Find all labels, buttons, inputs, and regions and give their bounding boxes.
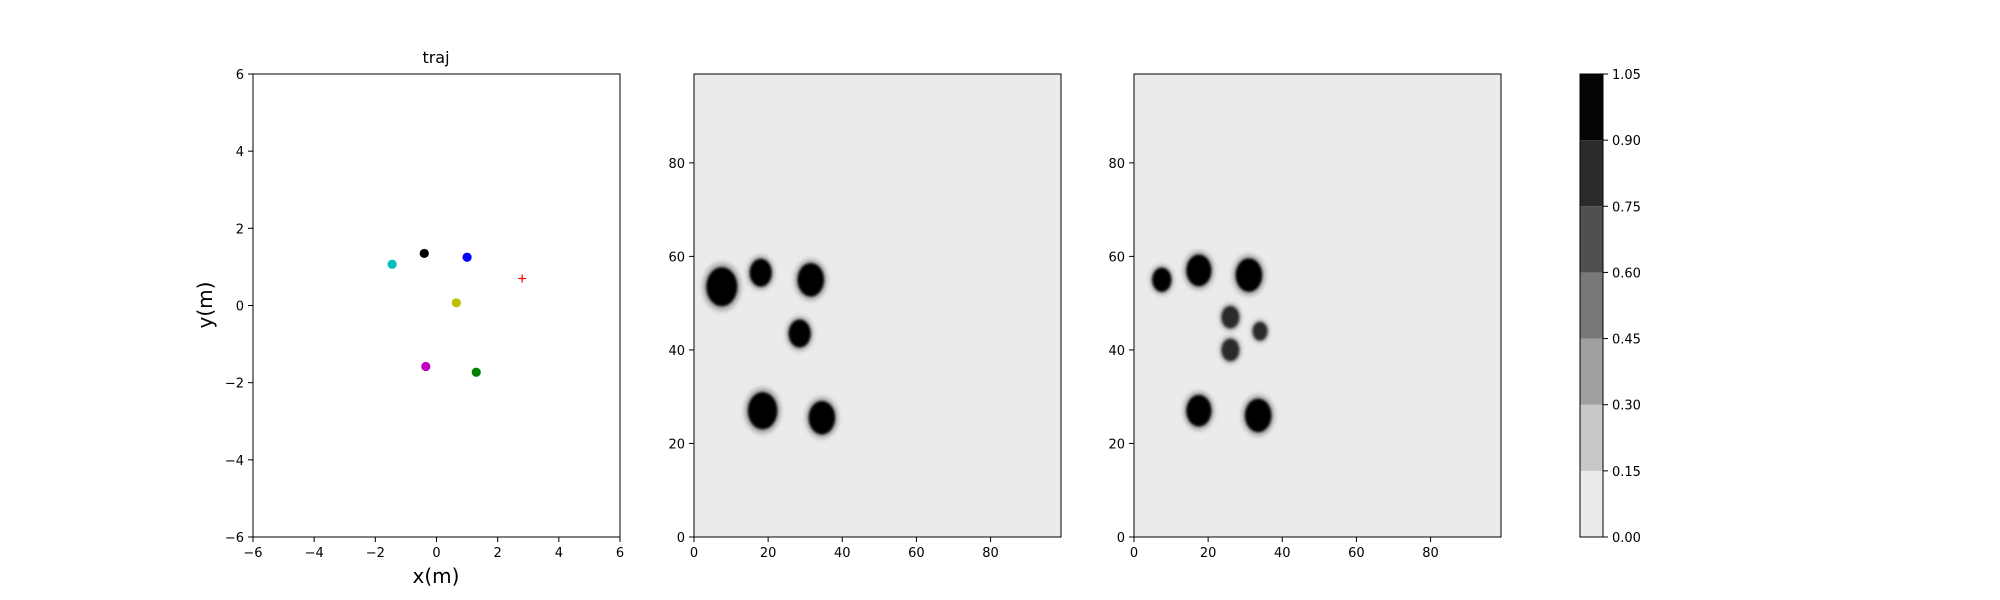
- x-tick-label: 80: [982, 546, 999, 561]
- colorbar-tick-label: 1.05: [1612, 68, 1641, 83]
- colorbar-band: [1580, 272, 1603, 339]
- heat-blob: [805, 396, 839, 439]
- y-tick-label: 6: [236, 68, 244, 83]
- y-tick-label: 0: [1117, 531, 1125, 546]
- y-tick-label: 0: [236, 300, 244, 315]
- agent-point: [471, 367, 481, 377]
- y-tick-label: −4: [225, 454, 244, 469]
- heat-blob: [746, 255, 775, 291]
- x-tick-label: −4: [305, 546, 324, 561]
- heatmap-2-blobs: [1149, 250, 1275, 437]
- colorbar-bands: [1580, 74, 1603, 537]
- x-tick-label: 20: [760, 546, 777, 561]
- heat-blob: [785, 316, 814, 352]
- colorbar-band: [1580, 140, 1603, 207]
- agent-point: [462, 252, 472, 262]
- x-tick-label: 0: [690, 546, 698, 561]
- x-tick-label: 60: [908, 546, 925, 561]
- heat-blob: [794, 258, 828, 301]
- x-tick-label: 0: [432, 546, 440, 561]
- y-tick-label: 60: [1108, 250, 1125, 265]
- heatmap-2-background: [1134, 74, 1501, 537]
- agent-point: [419, 248, 429, 259]
- x-tick-label: 20: [1200, 546, 1217, 561]
- heatmap-2-frame: [1133, 73, 1502, 538]
- y-tick-label: 80: [668, 157, 685, 172]
- heatmap-1-y-ticks: 0 20 40 60 80: [668, 157, 694, 546]
- traj-y-ticks: −6 −4 −2 0 2 4 6: [225, 68, 253, 546]
- heat-blob: [1183, 250, 1215, 291]
- traj-title: traj: [422, 48, 449, 67]
- x-tick-label: 4: [555, 546, 563, 561]
- heatmap-2-y-ticks: 0 20 40 60 80: [1108, 157, 1134, 546]
- colorbar-ticks: 0.00 0.15 0.30 0.45 0.60 0.75 0.90 1.05: [1603, 68, 1641, 546]
- colorbar-frame: [1579, 73, 1604, 538]
- y-tick-label: 0: [677, 531, 685, 546]
- traj-frame: [252, 73, 621, 538]
- y-tick-label: 4: [236, 145, 244, 160]
- traj-x-ticks: −6 −4 −2 0 2 4 6: [243, 537, 624, 561]
- colorbar-band: [1580, 338, 1603, 405]
- colorbar-band: [1580, 206, 1603, 273]
- heat-blob: [1232, 254, 1266, 297]
- heatmap-1-frame: [693, 73, 1062, 538]
- heatmap-1-x-ticks: 0 20 40 60 80: [690, 537, 999, 561]
- heat-blob: [1183, 390, 1215, 431]
- heatmap-1-blobs: [702, 255, 839, 439]
- x-tick-label: 6: [616, 546, 624, 561]
- heat-blob: [744, 387, 782, 435]
- heatmap-1-background: [694, 74, 1061, 537]
- x-tick-label: −2: [366, 546, 385, 561]
- goal-marker: [518, 274, 527, 283]
- traj-panel: traj −6 −4 −2 0 2 4 6 −6 −4 −2 0 2 4 6 x(m) y(m): [193, 48, 624, 588]
- y-tick-label: −2: [225, 377, 244, 392]
- heat-blob: [1250, 319, 1270, 343]
- colorbar: 0.00 0.15 0.30 0.45 0.60 0.75 0.90 1.05: [1579, 68, 1641, 546]
- x-tick-label: 2: [494, 546, 502, 561]
- traj-x-axis-label: x(m): [413, 564, 460, 588]
- y-tick-label: 40: [668, 344, 685, 359]
- agent-point: [451, 298, 461, 308]
- heat-blob: [702, 262, 742, 312]
- x-tick-label: −6: [243, 546, 262, 561]
- colorbar-tick-label: 0.60: [1612, 266, 1641, 281]
- traj-y-axis-label: y(m): [193, 282, 217, 329]
- colorbar-band: [1580, 74, 1603, 141]
- heatmap-2-x-ticks: 0 20 40 60 80: [1130, 537, 1439, 561]
- x-tick-label: 40: [834, 546, 851, 561]
- colorbar-tick-label: 0.45: [1612, 333, 1641, 348]
- agent-point: [387, 259, 397, 269]
- heat-blob: [1219, 335, 1242, 364]
- x-tick-label: 0: [1130, 546, 1138, 561]
- heat-blob: [1219, 303, 1242, 332]
- heatmap-1-panel: 0 20 40 60 80 0 20 40 60 80: [668, 73, 1062, 561]
- y-tick-label: 80: [1108, 157, 1125, 172]
- x-tick-label: 80: [1422, 546, 1439, 561]
- colorbar-tick-label: 0.90: [1612, 134, 1641, 149]
- heatmap-2-panel: 0 20 40 60 80 0 20 40 60 80: [1108, 73, 1502, 561]
- colorbar-tick-label: 0.00: [1612, 531, 1641, 546]
- y-tick-label: 20: [668, 437, 685, 452]
- y-tick-label: 40: [1108, 344, 1125, 359]
- y-tick-label: −6: [225, 531, 244, 546]
- colorbar-band: [1580, 404, 1603, 471]
- y-tick-label: 60: [668, 250, 685, 265]
- colorbar-tick-label: 0.15: [1612, 465, 1641, 480]
- y-tick-label: 20: [1108, 437, 1125, 452]
- heat-blob: [1241, 394, 1275, 437]
- traj-points: [387, 248, 527, 377]
- colorbar-tick-label: 0.30: [1612, 399, 1641, 414]
- colorbar-tick-label: 0.75: [1612, 200, 1641, 215]
- colorbar-band: [1580, 470, 1603, 537]
- y-tick-label: 2: [236, 222, 244, 237]
- x-tick-label: 40: [1274, 546, 1291, 561]
- heat-blob: [1149, 264, 1174, 295]
- agent-point: [421, 361, 431, 372]
- x-tick-label: 60: [1348, 546, 1365, 561]
